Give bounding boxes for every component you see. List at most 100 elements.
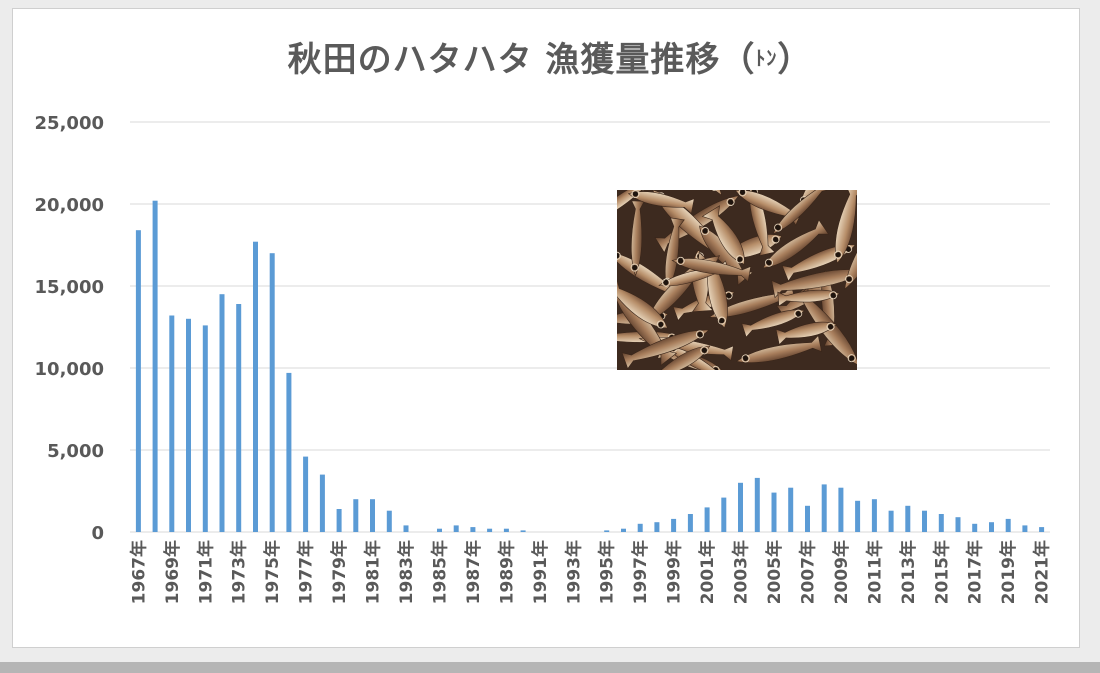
bar <box>955 517 961 532</box>
x-tick-label: 1977年 <box>296 540 317 604</box>
bar <box>403 525 409 532</box>
chart-title-unit: ﾄﾝ <box>755 46 778 70</box>
bar <box>1022 525 1028 532</box>
fish-shape <box>735 334 823 363</box>
x-tick-label: 1969年 <box>162 540 183 604</box>
bar <box>303 456 309 532</box>
bar <box>319 474 325 532</box>
bar <box>236 304 242 532</box>
bar <box>370 499 375 532</box>
x-tick-label: 1979年 <box>329 540 350 604</box>
x-tick-label: 1999年 <box>664 540 685 604</box>
bar <box>922 510 927 532</box>
chart-title-main: 秋田のハタハタ 漁獲量推移 <box>287 40 721 80</box>
x-tick-label: 1997年 <box>630 540 651 604</box>
fish-shape <box>734 190 803 226</box>
x-tick-label: 2013年 <box>898 540 919 604</box>
bar <box>938 514 944 532</box>
bar <box>704 507 710 532</box>
y-tick-label: 20,000 <box>35 195 104 216</box>
chart-title-unit-open: （ <box>720 40 756 80</box>
fish-shape <box>741 309 805 338</box>
fish-shape <box>762 219 830 269</box>
bar <box>671 518 677 532</box>
bar <box>621 528 626 532</box>
fish-shape <box>844 198 857 290</box>
bar <box>152 200 158 532</box>
bar <box>1039 527 1045 532</box>
fish-shape <box>701 205 745 265</box>
bar <box>520 530 526 532</box>
bar <box>687 514 693 532</box>
x-tick-label: 2001年 <box>697 540 718 604</box>
x-tick-label: 1991年 <box>530 540 551 604</box>
bar <box>754 477 760 532</box>
x-tick-label: 1967年 <box>128 540 149 604</box>
x-tick-label: 1981年 <box>363 540 384 604</box>
bar <box>470 527 476 532</box>
fish-shape <box>671 256 752 283</box>
bar <box>972 523 978 532</box>
bar <box>871 499 877 532</box>
x-tick-label: 1989年 <box>496 540 517 604</box>
fish-shape <box>772 190 832 235</box>
bar <box>453 525 459 532</box>
bar <box>1005 518 1011 532</box>
bar <box>286 372 292 532</box>
x-tick-label: 2017年 <box>965 540 986 604</box>
bar <box>135 230 141 532</box>
fish-shape <box>834 190 857 264</box>
bar <box>838 487 844 532</box>
bar <box>905 505 911 532</box>
bar <box>788 487 794 532</box>
x-tick-label: 1975年 <box>262 540 283 604</box>
bar <box>637 523 643 532</box>
bar <box>771 492 777 532</box>
bottom-border <box>0 662 1100 673</box>
x-tick-label: 1971年 <box>195 540 216 604</box>
x-tick-label: 1985年 <box>429 540 450 604</box>
x-tick-label: 2019年 <box>998 540 1019 604</box>
fish-shape <box>698 255 728 329</box>
x-tick-label: 2015年 <box>931 540 952 604</box>
bar <box>253 241 258 532</box>
chart-title: 秋田のハタハタ 漁獲量推移（ﾄﾝ） <box>0 32 1100 81</box>
bar <box>169 315 175 532</box>
fish-shape <box>627 190 695 215</box>
x-tick-label: 1973年 <box>229 540 250 604</box>
y-tick-label: 5,000 <box>47 441 104 462</box>
bar <box>604 530 610 532</box>
y-tick-label: 15,000 <box>35 277 104 298</box>
bar <box>805 505 810 532</box>
fish-shape <box>775 321 837 346</box>
x-tick-label: 1993年 <box>563 540 584 604</box>
bar <box>503 528 509 532</box>
bar <box>219 294 225 532</box>
y-tick-label: 10,000 <box>35 359 104 380</box>
bar <box>186 318 191 532</box>
bar <box>721 497 727 532</box>
chart-title-unit-close: ） <box>777 40 813 80</box>
x-tick-label: 2009年 <box>831 540 852 604</box>
bar <box>269 253 275 532</box>
x-tick-label: 2007年 <box>797 540 818 604</box>
bar <box>487 528 493 532</box>
x-tick-label: 1987年 <box>463 540 484 604</box>
bar <box>888 510 894 532</box>
x-tick-label: 1995年 <box>597 540 618 604</box>
fish-shape <box>777 289 841 307</box>
x-tick-label: 2003年 <box>731 540 752 604</box>
fish-shape <box>648 345 711 370</box>
bar <box>989 522 994 532</box>
fish-photo-drawing <box>617 190 857 370</box>
bar <box>821 484 827 532</box>
fish-shape <box>621 329 710 370</box>
y-tick-label: 0 <box>91 523 104 544</box>
bar <box>386 510 392 532</box>
bar <box>353 499 359 532</box>
x-tick-label: 2005年 <box>764 540 785 604</box>
bar <box>738 482 743 532</box>
fish-shape <box>617 277 668 329</box>
bar <box>202 325 208 532</box>
x-tick-label: 1983年 <box>396 540 417 604</box>
